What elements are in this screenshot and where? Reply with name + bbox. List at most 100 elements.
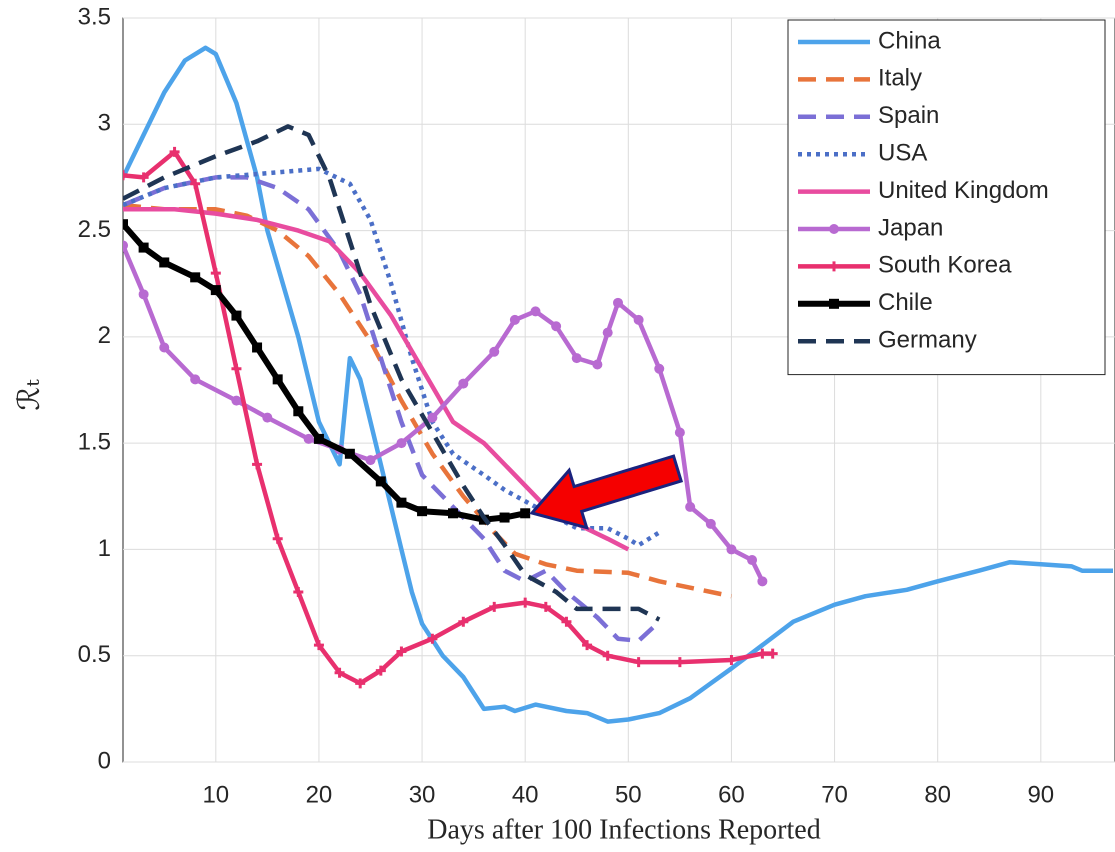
- legend-label: South Korea: [878, 252, 1012, 279]
- x-tick-label: 50: [615, 781, 642, 808]
- series-line: [123, 124, 661, 622]
- marker: [829, 298, 839, 309]
- marker: [829, 261, 839, 272]
- x-axis-label: Days after 100 Infections Reported: [427, 814, 820, 845]
- marker: [654, 363, 665, 374]
- marker: [210, 285, 221, 296]
- x-tick-label: 80: [924, 781, 951, 808]
- y-tick-label: 2: [98, 322, 111, 349]
- marker: [231, 395, 242, 406]
- marker: [829, 224, 839, 234]
- marker: [757, 576, 768, 587]
- y-tick-label: 1.5: [78, 428, 111, 455]
- marker: [355, 678, 366, 689]
- y-axis-label: ℛₜ: [13, 379, 46, 411]
- marker: [293, 586, 304, 597]
- marker: [159, 342, 170, 353]
- marker: [427, 412, 438, 423]
- marker: [396, 646, 407, 657]
- legend-label: USA: [878, 140, 927, 167]
- marker: [303, 433, 314, 444]
- marker: [262, 412, 273, 423]
- x-tick-label: 30: [409, 781, 436, 808]
- marker: [520, 597, 531, 608]
- marker: [530, 306, 541, 317]
- marker: [726, 544, 737, 555]
- series-line: [123, 175, 661, 644]
- legend-label: Italy: [878, 65, 922, 92]
- marker: [458, 616, 469, 627]
- x-tick-label: 60: [718, 781, 745, 808]
- marker: [757, 648, 768, 659]
- marker: [551, 321, 562, 332]
- marker: [633, 314, 644, 325]
- marker: [190, 374, 201, 385]
- series-line: [123, 222, 526, 523]
- marker: [252, 459, 263, 470]
- marker: [509, 314, 520, 325]
- marker: [571, 353, 582, 364]
- x-tick-label: 40: [512, 781, 539, 808]
- marker: [489, 601, 500, 612]
- marker: [633, 657, 644, 668]
- legend-label: United Kingdom: [878, 177, 1049, 204]
- y-tick-label: 2.5: [78, 216, 111, 243]
- marker: [561, 616, 572, 627]
- y-tick-label: 3: [98, 110, 111, 137]
- y-tick-label: 0.5: [78, 641, 111, 668]
- marker: [252, 342, 263, 353]
- series-line: [123, 202, 732, 599]
- legend-label: Spain: [878, 102, 939, 129]
- legend: China Italy Spain USA United Kingdom Japan Sou…: [787, 19, 1106, 376]
- marker: [458, 378, 469, 389]
- marker: [190, 178, 201, 189]
- marker: [375, 476, 386, 487]
- marker: [726, 654, 737, 665]
- marker: [705, 518, 716, 529]
- marker: [293, 406, 304, 417]
- marker: [138, 289, 149, 300]
- series-line: [123, 45, 1113, 724]
- marker: [540, 601, 551, 612]
- marker: [123, 219, 128, 230]
- legend-label: Japan: [878, 214, 943, 241]
- marker: [685, 501, 696, 512]
- y-tick-label: 0: [98, 747, 111, 774]
- marker: [602, 650, 613, 661]
- x-tick-label: 10: [202, 781, 229, 808]
- marker: [334, 667, 345, 678]
- legend-label: China: [878, 27, 941, 54]
- marker: [582, 640, 593, 651]
- marker: [674, 657, 685, 668]
- marker: [602, 327, 613, 338]
- marker: [396, 438, 407, 449]
- marker: [123, 170, 128, 181]
- x-tick-label: 70: [821, 781, 848, 808]
- marker: [123, 240, 128, 251]
- x-tick-label: 90: [1027, 781, 1054, 808]
- marker: [613, 297, 623, 308]
- legend-label: Germany: [878, 327, 977, 354]
- marker: [210, 268, 221, 279]
- marker: [344, 448, 355, 459]
- x-tick-label: 20: [306, 781, 333, 808]
- marker: [375, 665, 386, 676]
- marker: [190, 272, 201, 283]
- marker: [169, 146, 180, 157]
- marker: [138, 242, 149, 253]
- marker: [272, 533, 283, 544]
- marker: [747, 555, 758, 566]
- grid: 0 0.5 1 1.5 2 2.5 3 3.5 10 20 30 40 50 60 70 80 90: [78, 3, 1115, 808]
- marker: [272, 374, 283, 385]
- y-tick-label: 3.5: [78, 3, 111, 30]
- marker: [499, 512, 510, 523]
- marker: [396, 497, 407, 508]
- marker: [417, 506, 428, 517]
- marker: [427, 633, 438, 644]
- marker: [313, 433, 324, 444]
- marker: [159, 257, 170, 268]
- marker: [767, 648, 778, 659]
- marker: [231, 310, 242, 321]
